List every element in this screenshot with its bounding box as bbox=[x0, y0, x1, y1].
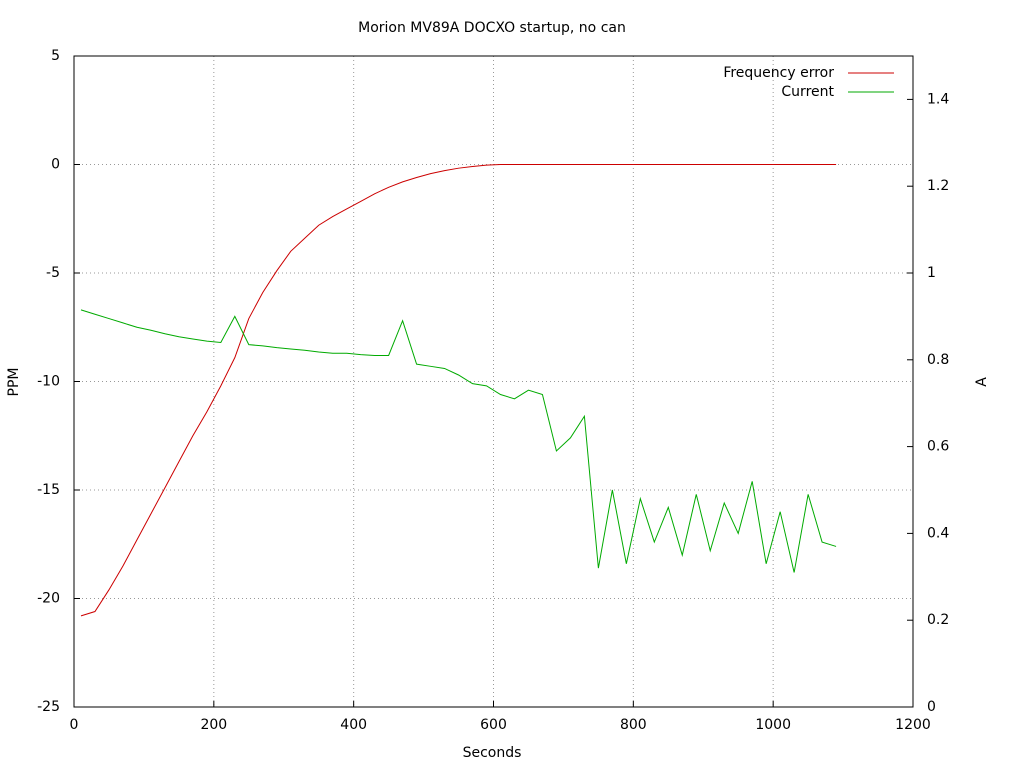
y2-tick-label: 1 bbox=[927, 265, 936, 281]
y2-axis-label: A bbox=[974, 377, 990, 387]
x-axis-label: Seconds bbox=[463, 745, 522, 761]
y-tick-label: -20 bbox=[37, 591, 60, 607]
chart-title: Morion MV89A DOCXO startup, no can bbox=[358, 20, 626, 36]
legend-label: Current bbox=[781, 84, 834, 100]
x-tick-label: 600 bbox=[480, 717, 507, 733]
x-tick-label: 1000 bbox=[755, 717, 791, 733]
y2-tick-label: 0.2 bbox=[927, 612, 949, 628]
y2-tick-label: 0.4 bbox=[927, 525, 949, 541]
y2-tick-label: 0.8 bbox=[927, 352, 949, 368]
y-tick-label: -15 bbox=[37, 482, 60, 498]
y-tick-label: -25 bbox=[37, 699, 60, 715]
plot-frame bbox=[73, 55, 914, 708]
y2-tick-label: 0.6 bbox=[927, 439, 949, 455]
data-line bbox=[80, 164, 837, 617]
y-tick-label: 5 bbox=[51, 48, 60, 64]
x-tick-label: 0 bbox=[70, 717, 79, 733]
y-tick-label: 0 bbox=[51, 157, 60, 173]
y2-tick-label: 1.2 bbox=[927, 178, 949, 194]
x-tick-label: 800 bbox=[620, 717, 647, 733]
y-tick-label: -5 bbox=[46, 265, 60, 281]
x-tick-label: 400 bbox=[340, 717, 367, 733]
data-line bbox=[80, 309, 837, 573]
y-tick-label: -10 bbox=[37, 374, 60, 390]
x-tick-label: 200 bbox=[200, 717, 227, 733]
x-tick-label: 1200 bbox=[895, 717, 931, 733]
y2-tick-label: 0 bbox=[927, 699, 936, 715]
y2-tick-label: 1.4 bbox=[927, 91, 949, 107]
legend-label: Frequency error bbox=[723, 65, 834, 81]
y-axis-label: PPM bbox=[6, 368, 22, 397]
